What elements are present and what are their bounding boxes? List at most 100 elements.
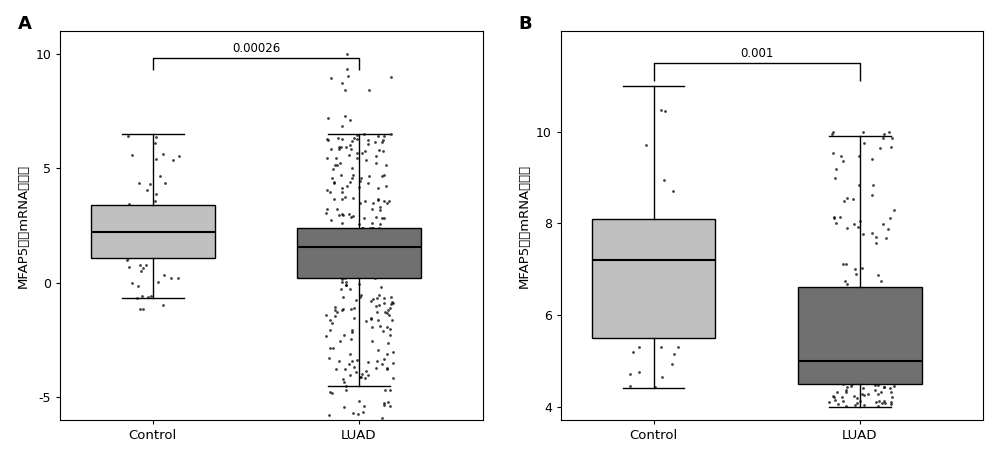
Point	[143, 240, 159, 247]
Point	[346, 314, 362, 322]
Point	[824, 340, 840, 347]
Point	[364, 219, 380, 227]
Point	[358, 156, 374, 163]
Point	[353, 239, 369, 246]
Point	[383, 73, 399, 80]
Point	[324, 254, 340, 261]
Point	[380, 255, 396, 262]
Point	[382, 386, 398, 394]
Point	[165, 248, 181, 256]
Point	[854, 390, 870, 397]
Point	[878, 234, 894, 241]
Point	[352, 229, 368, 236]
Point	[129, 252, 145, 259]
Text: A: A	[18, 15, 32, 33]
Point	[328, 366, 344, 373]
Point	[346, 244, 362, 252]
Point	[870, 381, 886, 389]
Point	[346, 244, 362, 252]
Point	[151, 231, 167, 239]
Point	[363, 316, 379, 323]
Point	[837, 376, 853, 384]
Point	[372, 253, 388, 261]
Point	[325, 261, 341, 269]
Point	[647, 334, 663, 341]
Point	[354, 233, 370, 240]
Point	[835, 397, 851, 404]
Point	[332, 241, 348, 248]
Point	[654, 373, 670, 381]
Point	[377, 269, 393, 276]
Point	[320, 115, 336, 122]
Point	[383, 130, 399, 138]
Point	[834, 343, 850, 351]
Point	[369, 308, 385, 315]
Point	[367, 262, 383, 269]
Point	[323, 242, 339, 249]
Point	[373, 252, 389, 259]
Point	[867, 360, 883, 368]
Point	[171, 222, 187, 229]
Point	[163, 214, 179, 221]
Point	[334, 210, 350, 217]
Point	[351, 184, 367, 191]
Point	[858, 325, 874, 332]
Point	[330, 261, 346, 269]
Point	[345, 271, 361, 279]
Point	[360, 259, 376, 266]
Point	[384, 229, 400, 236]
Point	[363, 240, 379, 247]
Point	[647, 383, 663, 390]
Point	[121, 200, 137, 207]
Point	[142, 180, 158, 188]
Point	[867, 374, 883, 381]
Point	[837, 366, 853, 373]
Point	[319, 187, 335, 194]
Point	[378, 243, 394, 251]
Point	[849, 320, 865, 328]
Point	[135, 305, 151, 313]
Point	[317, 241, 333, 248]
Point	[344, 138, 360, 145]
Point	[827, 396, 843, 403]
Point	[875, 306, 891, 313]
Point	[844, 381, 860, 388]
Point	[384, 273, 400, 280]
Point	[818, 361, 834, 369]
Point	[882, 362, 898, 369]
Point	[131, 179, 147, 187]
Point	[343, 234, 359, 241]
Point	[355, 230, 371, 238]
Point	[352, 293, 368, 301]
Point	[163, 249, 179, 256]
Point	[328, 248, 344, 256]
Point	[345, 213, 361, 220]
Point	[671, 218, 687, 225]
Point	[124, 203, 140, 211]
Point	[835, 381, 851, 388]
Point	[370, 197, 386, 204]
Point	[147, 198, 163, 205]
Point	[352, 270, 368, 277]
Bar	[798, 287, 922, 384]
Point	[352, 199, 368, 207]
Point	[376, 172, 392, 179]
Point	[818, 362, 834, 369]
Point	[348, 261, 364, 268]
Point	[337, 274, 353, 281]
Point	[381, 262, 397, 269]
Point	[885, 362, 901, 369]
Point	[874, 399, 890, 406]
Point	[334, 278, 350, 285]
Point	[824, 286, 840, 294]
Point	[127, 242, 143, 249]
Point	[375, 137, 391, 144]
Point	[359, 229, 375, 236]
Point	[856, 367, 872, 375]
Point	[872, 369, 888, 377]
Point	[337, 86, 353, 94]
Point	[385, 374, 401, 381]
Point	[872, 327, 888, 334]
Point	[868, 239, 884, 246]
Point	[343, 226, 359, 234]
